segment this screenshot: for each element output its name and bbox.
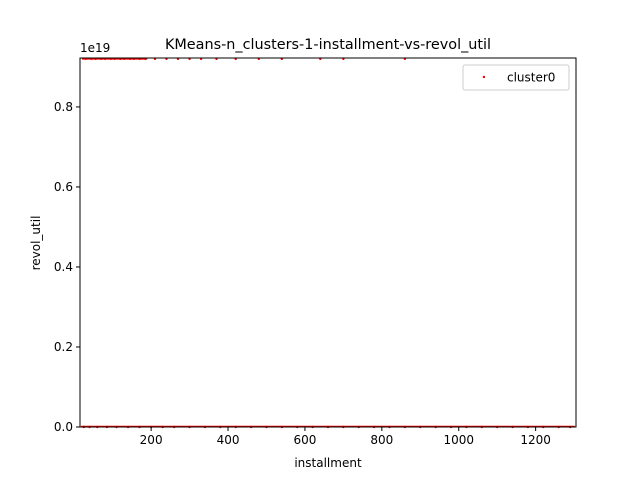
x-tick-label: 600: [293, 433, 316, 447]
legend-label-cluster0: cluster0: [507, 71, 555, 85]
legend-box: [462, 64, 570, 91]
y-offset-label: 1e19: [80, 41, 110, 55]
chart-title: KMeans-n_clusters-1-installment-vs-revol…: [165, 37, 491, 53]
x-tick-label: 800: [370, 433, 393, 447]
legend-marker-cluster0: [482, 75, 486, 79]
y-tick-label: 0.4: [54, 260, 73, 274]
x-tick-label: 1000: [443, 433, 474, 447]
plot-frame: [79, 57, 577, 428]
x-tick-label: 400: [217, 433, 240, 447]
y-tick-label: 0.2: [54, 340, 73, 354]
x-tick-label: 200: [140, 433, 163, 447]
y-tick-label: 0.6: [54, 180, 73, 194]
y-tick-label: 0.8: [54, 100, 73, 114]
ticks-layer: 200 400 600 800 1000 1200 0.0 0.2 0.4 0.6 0.8: [54, 100, 551, 447]
x-tick-label: 1200: [520, 433, 551, 447]
x-axis-label: installment: [294, 456, 362, 470]
y-tick-label: 0.0: [54, 420, 73, 434]
y-axis-label: revol_util: [29, 216, 43, 271]
legend: cluster0: [462, 64, 570, 91]
